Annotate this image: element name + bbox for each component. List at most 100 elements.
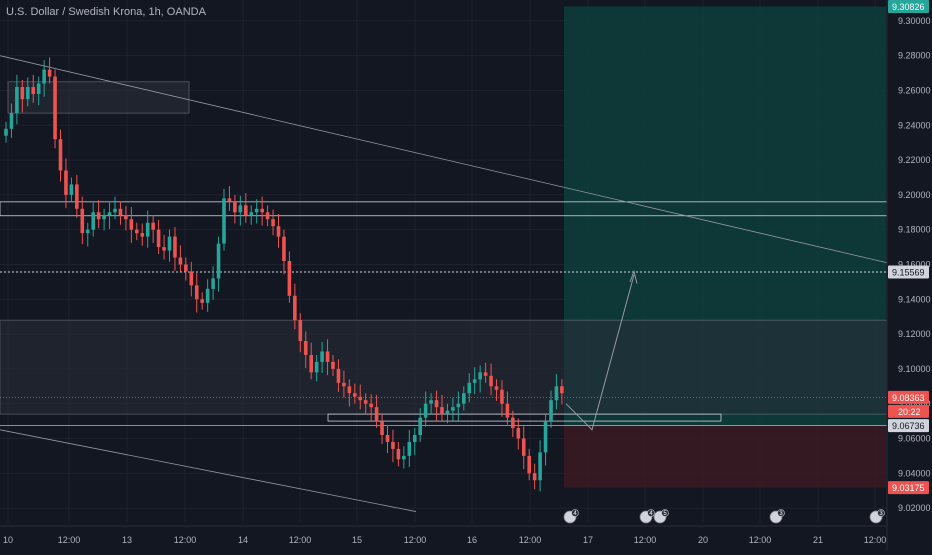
candle xyxy=(211,278,215,289)
candle xyxy=(451,407,455,411)
price-label-current-bg xyxy=(888,390,929,404)
candle xyxy=(500,389,504,404)
candle xyxy=(347,386,352,394)
candle xyxy=(26,87,30,100)
y-tick-label: 9.12000 xyxy=(898,329,931,339)
candle xyxy=(91,212,95,230)
candle xyxy=(445,410,450,415)
candle xyxy=(75,184,79,209)
candle xyxy=(162,247,166,251)
y-tick-label: 9.16000 xyxy=(898,259,931,269)
candle xyxy=(385,435,390,442)
y-tick-label: 9.30000 xyxy=(898,16,931,26)
x-tick-label: 15 xyxy=(352,535,362,545)
candle xyxy=(314,361,319,373)
price-label-target: 9.15569 xyxy=(892,267,925,277)
candle xyxy=(20,87,25,100)
x-tick-label: 12:00 xyxy=(634,535,657,545)
candle xyxy=(178,257,183,265)
x-tick-label: 12:00 xyxy=(519,535,542,545)
candle xyxy=(140,233,145,237)
price-label-stop: 9.03175 xyxy=(892,483,925,493)
price-label-entry: 9.06736 xyxy=(892,421,925,431)
y-tick-label: 9.20000 xyxy=(898,190,931,200)
candle xyxy=(249,212,254,216)
candle xyxy=(36,83,41,94)
y-tick-label: 9.14000 xyxy=(898,294,931,304)
x-tick-label: 20 xyxy=(698,535,708,545)
event-count-label: 3 xyxy=(879,511,883,517)
y-tick-label: 9.18000 xyxy=(898,225,931,235)
candle xyxy=(412,435,417,442)
candle xyxy=(391,441,395,449)
candle xyxy=(96,212,101,220)
trendline-lower xyxy=(0,429,417,512)
candle xyxy=(276,226,281,237)
candle xyxy=(456,403,461,408)
candle xyxy=(293,295,297,321)
resistance-box xyxy=(7,81,190,114)
candle xyxy=(396,448,401,460)
candle xyxy=(145,222,150,237)
x-tick-label: 10 xyxy=(3,535,13,545)
candle xyxy=(423,403,428,418)
range-band xyxy=(0,319,888,415)
x-tick-label: 12:00 xyxy=(404,535,427,545)
candle xyxy=(532,473,537,481)
candle xyxy=(31,87,36,94)
candle xyxy=(227,198,232,202)
x-tick-label: 12:00 xyxy=(749,535,772,545)
y-tick-label: 9.24000 xyxy=(898,120,931,130)
candle xyxy=(287,261,292,296)
candle xyxy=(173,236,177,258)
event-count-badge xyxy=(777,509,785,517)
support-zone xyxy=(327,413,722,422)
candle xyxy=(336,368,341,383)
y-tick-label: 9.04000 xyxy=(898,468,931,478)
candle xyxy=(216,243,221,279)
candle xyxy=(478,372,482,380)
candle xyxy=(282,236,286,261)
candle xyxy=(42,69,46,84)
candle xyxy=(118,208,123,216)
event-count-badge xyxy=(647,509,655,517)
candle xyxy=(80,208,85,234)
candle xyxy=(238,205,243,213)
candle xyxy=(462,393,466,404)
y-tick-label: 9.28000 xyxy=(898,51,931,61)
candle xyxy=(135,229,139,234)
candle xyxy=(516,428,521,439)
candle xyxy=(9,113,14,129)
candle xyxy=(429,400,433,404)
event-count-badge xyxy=(877,509,885,517)
stop-zone xyxy=(564,425,886,488)
chart-title: U.S. Dollar / Swedish Krona, 1h, OANDA xyxy=(6,6,206,18)
candle xyxy=(260,208,264,213)
candle xyxy=(4,128,8,136)
candle xyxy=(64,170,68,195)
candle xyxy=(554,386,559,401)
x-tick-label: 12:00 xyxy=(289,535,312,545)
candle xyxy=(167,236,172,251)
projection-arrowhead xyxy=(629,269,638,284)
candle xyxy=(434,400,439,408)
trendline-upper xyxy=(0,55,888,264)
candle xyxy=(402,455,406,460)
x-tick-label: 12:00 xyxy=(174,535,197,545)
candle xyxy=(369,403,373,408)
candle xyxy=(472,379,477,383)
candle xyxy=(107,212,112,216)
candle xyxy=(189,271,194,286)
y-tick-label: 9.10000 xyxy=(898,364,931,374)
projection-path xyxy=(565,274,635,431)
candle xyxy=(363,400,368,404)
candle xyxy=(521,438,526,456)
countdown-bg xyxy=(888,404,929,418)
candle xyxy=(320,351,324,362)
candle xyxy=(47,69,52,77)
candle xyxy=(467,382,472,394)
y-tick-label: 9.06000 xyxy=(898,433,931,443)
candle xyxy=(15,87,19,114)
